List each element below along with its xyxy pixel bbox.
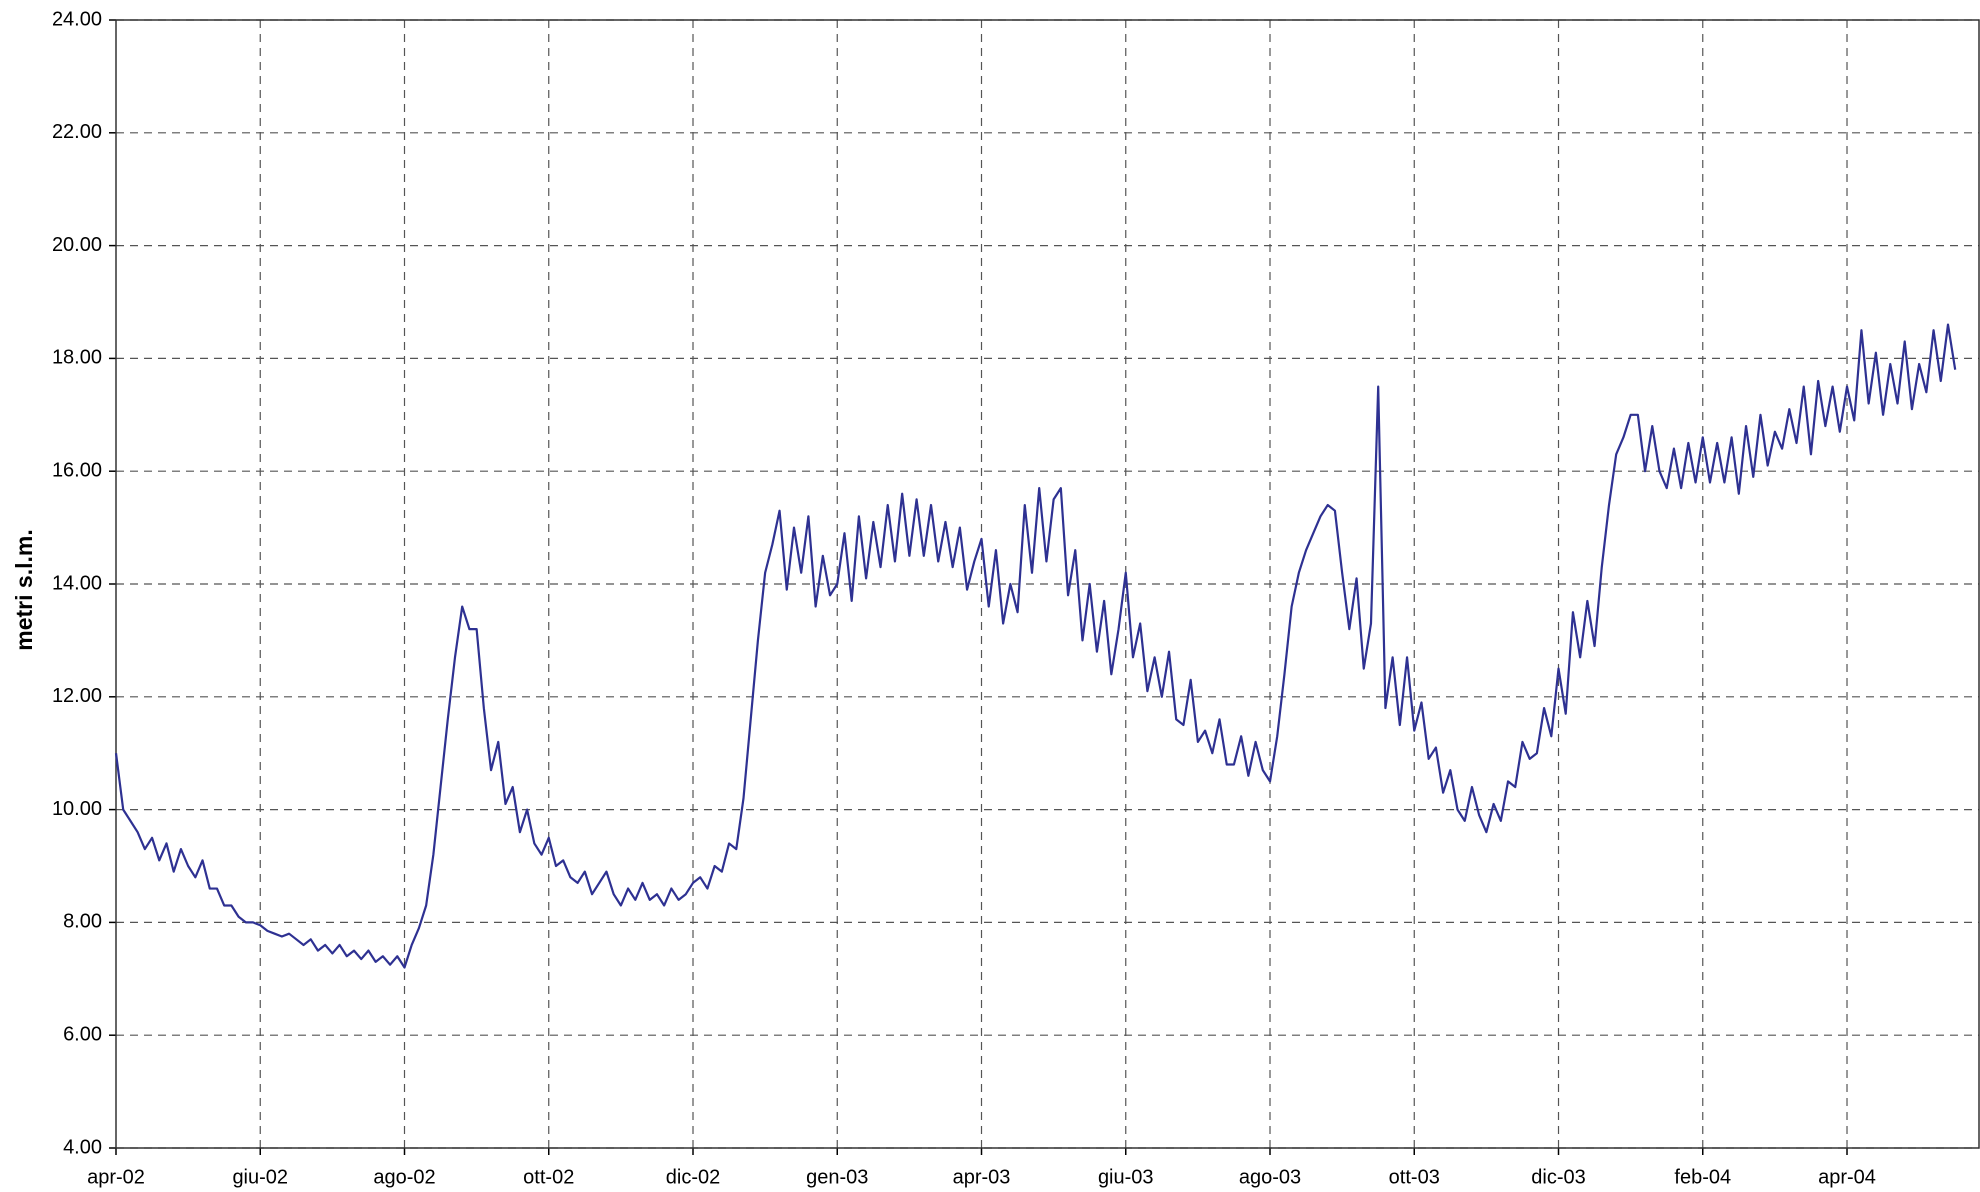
x-tick-label: apr-04 — [1818, 1166, 1876, 1188]
y-tick-label: 20.00 — [52, 234, 102, 256]
x-tick-label: apr-03 — [953, 1166, 1011, 1188]
y-axis-label: metri s.l.m. — [11, 529, 37, 650]
y-tick-label: 18.00 — [52, 347, 102, 369]
x-tick-label: apr-02 — [87, 1166, 145, 1188]
x-tick-label: gen-03 — [806, 1166, 868, 1188]
x-tick-label: giu-03 — [1098, 1166, 1154, 1188]
y-tick-label: 24.00 — [52, 8, 102, 30]
y-tick-label: 4.00 — [63, 1136, 102, 1158]
y-tick-label: 8.00 — [63, 911, 102, 933]
y-tick-label: 6.00 — [63, 1023, 102, 1045]
x-tick-label: feb-04 — [1674, 1166, 1731, 1188]
x-tick-label: ago-03 — [1239, 1166, 1301, 1188]
x-tick-label: ott-03 — [1389, 1166, 1440, 1188]
x-tick-label: dic-02 — [666, 1166, 720, 1188]
y-tick-label: 16.00 — [52, 459, 102, 481]
data-line — [114, 323, 1957, 969]
y-tick-label: 14.00 — [52, 572, 102, 594]
plot-frame — [115, 19, 1980, 1149]
x-tick-label: ott-02 — [523, 1166, 574, 1188]
y-tick-label: 22.00 — [52, 121, 102, 143]
x-tick-label: giu-02 — [232, 1166, 288, 1188]
y-tick-label: 12.00 — [52, 685, 102, 707]
y-tick-label: 10.00 — [52, 798, 102, 820]
x-tick-label: ago-02 — [373, 1166, 435, 1188]
x-tick-label: dic-03 — [1531, 1166, 1585, 1188]
